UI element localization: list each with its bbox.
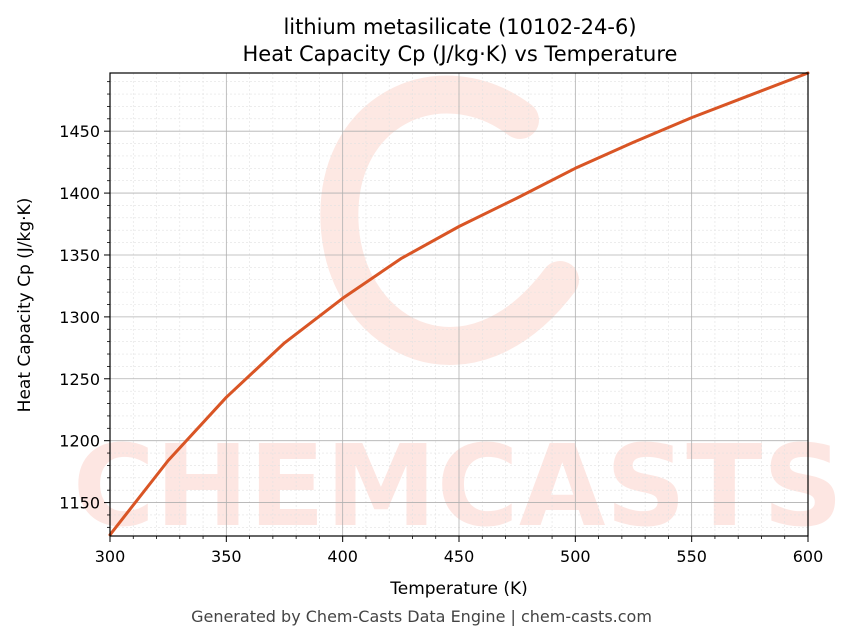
axis-ticks	[104, 81, 809, 542]
y-tick-label: 1200	[59, 432, 100, 451]
y-tick-label: 1400	[59, 184, 100, 203]
y-tick-label: 1250	[59, 370, 100, 389]
watermark-text: CHEMCASTS	[73, 422, 843, 552]
x-tick-label: 600	[793, 547, 824, 566]
x-tick-label: 400	[327, 547, 358, 566]
series-layer	[108, 71, 810, 537]
series-line-0	[108, 71, 810, 537]
x-tick-label: 500	[560, 547, 591, 566]
y-tick-label: 1300	[59, 308, 100, 327]
y-tick-label: 1350	[59, 246, 100, 265]
chart-title-line-2: Heat Capacity Cp (J/kg·K) vs Temperature	[243, 42, 678, 66]
x-tick-label: 300	[95, 547, 126, 566]
y-tick-label: 1150	[59, 494, 100, 513]
x-axis-label: Temperature (K)	[389, 579, 528, 599]
y-tick-labels: 1150 1200 1250 1300 1350 1400 1450	[59, 122, 100, 512]
x-tick-label: 450	[444, 547, 475, 566]
y-axis-label: Heat Capacity Cp (J/kg·K)	[15, 198, 35, 413]
x-tick-label: 550	[676, 547, 707, 566]
y-tick-label: 1450	[59, 122, 100, 141]
x-tick-label: 350	[211, 547, 242, 566]
x-tick-labels: 300 350 400 450 500 550 600	[95, 547, 824, 566]
chart-title-line-1: lithium metasilicate (10102-24-6)	[283, 15, 636, 39]
footer-credit: Generated by Chem-Casts Data Engine | ch…	[191, 607, 652, 626]
chemcasts-watermark: CHEMCASTS	[73, 75, 843, 552]
